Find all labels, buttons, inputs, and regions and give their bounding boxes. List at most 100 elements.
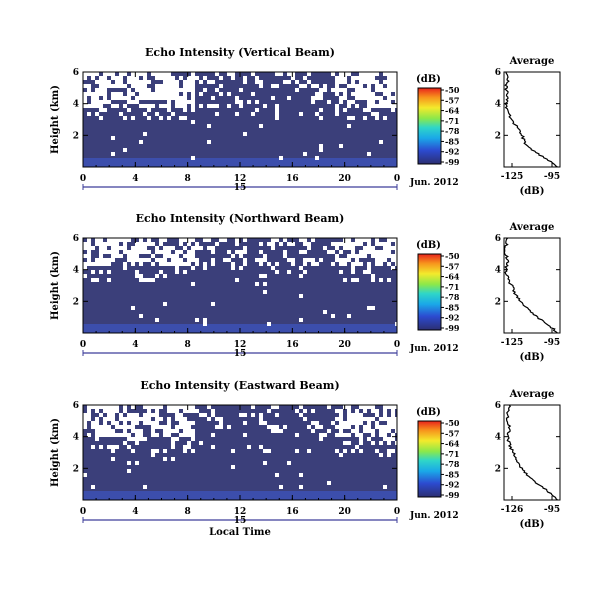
no-echo-cell <box>219 417 223 421</box>
no-echo-cell <box>91 485 95 489</box>
no-echo-cell <box>367 108 371 112</box>
no-echo-cell <box>111 104 115 108</box>
no-echo-cell <box>147 108 151 112</box>
no-echo-cell <box>311 262 315 266</box>
no-echo-cell <box>303 152 307 156</box>
no-echo-cell <box>135 80 139 84</box>
colorbar-tick-label: -92 <box>445 313 459 323</box>
no-echo-cell <box>187 250 191 254</box>
no-echo-cell <box>203 266 207 270</box>
no-echo-cell <box>287 258 291 262</box>
no-echo-cell <box>199 246 203 250</box>
no-echo-cell <box>139 258 143 262</box>
no-echo-cell <box>267 449 271 453</box>
no-echo-cell <box>271 429 275 433</box>
no-echo-cell <box>111 96 115 100</box>
no-echo-cell <box>171 409 175 413</box>
no-echo-cell <box>103 258 107 262</box>
no-echo-cell <box>143 72 147 76</box>
no-echo-cell <box>83 242 87 246</box>
no-echo-cell <box>87 88 91 92</box>
no-echo-cell <box>367 88 371 92</box>
no-echo-cell <box>95 100 99 104</box>
no-echo-cell <box>111 152 115 156</box>
no-echo-cell <box>179 262 183 266</box>
no-echo-cell <box>379 242 383 246</box>
no-echo-cell <box>375 116 379 120</box>
no-echo-cell <box>343 88 347 92</box>
no-echo-cell <box>111 84 115 88</box>
no-echo-cell <box>167 108 171 112</box>
no-echo-cell <box>387 417 391 421</box>
no-echo-cell <box>367 84 371 88</box>
colorbar-unit: (dB) <box>416 240 441 251</box>
no-echo-cell <box>243 258 247 262</box>
no-echo-cell <box>367 437 371 441</box>
no-echo-cell <box>359 421 363 425</box>
no-echo-cell <box>371 441 375 445</box>
x-tick-label: 8 <box>185 507 191 517</box>
no-echo-cell <box>139 262 143 266</box>
colorbar-tick-label: -50 <box>445 418 460 428</box>
no-echo-cell <box>143 80 147 84</box>
y-tick-label: 6 <box>73 68 79 78</box>
no-echo-cell <box>347 246 351 250</box>
no-echo-cell <box>351 250 355 254</box>
x-tick-label: 8 <box>185 174 191 184</box>
no-echo-cell <box>379 417 383 421</box>
no-echo-cell <box>355 417 359 421</box>
no-echo-cell <box>155 246 159 250</box>
no-echo-cell <box>83 473 87 477</box>
no-echo-cell <box>371 274 375 278</box>
no-echo-cell <box>347 84 351 88</box>
no-echo-cell <box>351 449 355 453</box>
no-echo-cell <box>95 112 99 116</box>
x-tick-label: 20 <box>338 340 351 350</box>
no-echo-cell <box>167 254 171 258</box>
no-echo-cell <box>163 258 167 262</box>
no-echo-cell <box>115 433 119 437</box>
no-echo-cell <box>139 84 143 88</box>
no-echo-cell <box>115 76 119 80</box>
no-echo-cell <box>99 76 103 80</box>
no-echo-cell <box>183 108 187 112</box>
no-echo-cell <box>375 254 379 258</box>
no-echo-cell <box>95 409 99 413</box>
no-echo-cell <box>163 104 167 108</box>
colorbar <box>417 253 442 331</box>
profile-title: Average <box>509 389 555 400</box>
no-echo-cell <box>359 250 363 254</box>
no-echo-cell <box>107 278 111 282</box>
no-echo-cell <box>95 88 99 92</box>
no-echo-cell <box>143 485 147 489</box>
no-echo-cell <box>363 116 367 120</box>
no-echo-cell <box>175 250 179 254</box>
no-echo-cell <box>103 242 107 246</box>
no-echo-cell <box>87 238 91 242</box>
no-echo-cell <box>243 262 247 266</box>
no-echo-cell <box>339 421 343 425</box>
no-echo-cell <box>347 116 351 120</box>
no-echo-cell <box>127 437 131 441</box>
no-echo-cell <box>175 254 179 258</box>
no-echo-cell <box>291 258 295 262</box>
no-echo-cell <box>187 409 191 413</box>
no-echo-cell <box>171 437 175 441</box>
colorbar-tick-label: -78 <box>445 126 460 136</box>
no-echo-cell <box>187 425 191 429</box>
no-echo-cell <box>123 441 127 445</box>
no-echo-cell <box>183 429 187 433</box>
no-echo-cell <box>127 92 131 96</box>
no-echo-cell <box>195 76 199 80</box>
no-echo-cell <box>271 84 275 88</box>
colorbar-tick-label: -64 <box>445 106 460 116</box>
no-echo-cell <box>367 246 371 250</box>
no-echo-cell <box>359 433 363 437</box>
no-echo-cell <box>367 266 371 270</box>
no-echo-cell <box>91 96 95 100</box>
no-echo-cell <box>363 405 367 409</box>
no-echo-cell <box>383 437 387 441</box>
panel-title: Echo Intensity (Vertical Beam) <box>145 46 335 59</box>
no-echo-cell <box>199 104 203 108</box>
no-echo-cell <box>279 242 283 246</box>
